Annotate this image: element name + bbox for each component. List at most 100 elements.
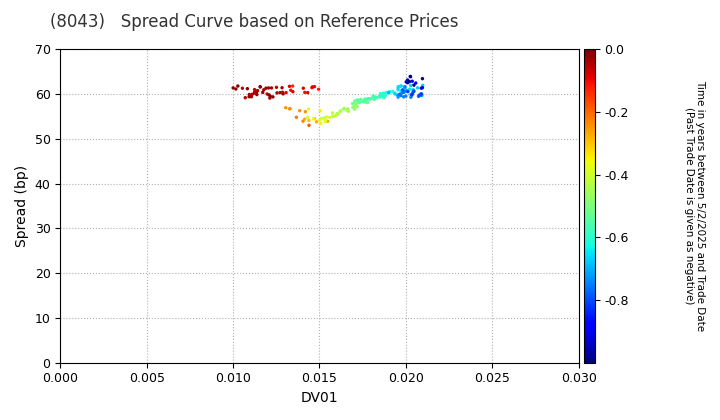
Point <box>284 83 295 90</box>
Point <box>407 78 418 84</box>
Point <box>389 90 400 97</box>
Point <box>378 93 390 100</box>
Point <box>307 84 318 90</box>
Point <box>348 103 360 110</box>
Point <box>249 88 261 95</box>
Point <box>392 92 403 98</box>
Point <box>404 86 415 92</box>
Point <box>372 94 383 101</box>
Point <box>313 86 325 92</box>
Point <box>315 120 326 127</box>
Point <box>399 83 410 90</box>
Point <box>378 94 390 101</box>
Point <box>412 84 423 91</box>
Point <box>399 88 410 95</box>
Point <box>324 114 336 121</box>
Point <box>263 84 274 91</box>
Point <box>392 83 404 90</box>
Point <box>243 91 255 98</box>
Point <box>320 117 331 124</box>
Point <box>390 91 401 97</box>
Point <box>408 82 420 89</box>
Point <box>415 91 426 97</box>
Point <box>378 90 390 97</box>
Point <box>246 93 257 100</box>
Point <box>392 84 404 91</box>
Point <box>338 105 349 112</box>
Point <box>408 89 419 95</box>
Point <box>287 88 299 95</box>
Point <box>251 89 262 95</box>
Point <box>395 82 407 89</box>
Point <box>370 94 382 100</box>
Point <box>264 93 276 100</box>
Point <box>415 91 427 97</box>
Point <box>413 93 424 100</box>
Point <box>299 89 310 96</box>
Point <box>404 78 415 85</box>
Point <box>311 118 323 125</box>
Point <box>379 94 390 101</box>
Point <box>322 118 333 125</box>
Point <box>264 95 276 102</box>
Point <box>374 93 385 100</box>
Point <box>237 85 248 92</box>
Point <box>276 84 288 91</box>
Point <box>415 92 426 99</box>
Point <box>398 94 410 100</box>
Point <box>355 98 366 105</box>
Point <box>254 84 266 90</box>
Point <box>303 122 315 129</box>
Point <box>252 87 264 94</box>
Point <box>381 89 392 96</box>
Point <box>350 100 361 107</box>
Point <box>392 92 404 99</box>
Point <box>347 100 359 107</box>
Point <box>398 89 410 95</box>
Point <box>405 94 417 100</box>
Point <box>287 83 298 89</box>
Point <box>335 108 346 114</box>
Point <box>254 83 266 90</box>
Point <box>352 99 364 105</box>
Point <box>406 91 418 97</box>
Point <box>410 80 421 87</box>
Point <box>359 99 370 105</box>
Point <box>280 89 292 96</box>
Point <box>271 89 283 96</box>
Point <box>249 86 261 93</box>
Point <box>354 99 365 106</box>
Point <box>397 89 409 96</box>
Point <box>369 96 380 102</box>
Point <box>327 110 338 116</box>
Point <box>374 94 386 100</box>
Point <box>291 114 302 121</box>
Point <box>379 91 391 97</box>
Point <box>358 98 369 105</box>
Point <box>347 104 359 110</box>
Point <box>332 111 343 118</box>
Point <box>364 96 375 102</box>
Point <box>246 91 258 97</box>
Point <box>306 84 318 91</box>
Point <box>302 89 313 96</box>
Point <box>285 87 297 94</box>
Point <box>315 107 326 114</box>
Point <box>320 118 331 125</box>
Point <box>401 87 413 94</box>
Point <box>307 116 319 122</box>
Point <box>300 108 311 115</box>
Point <box>328 113 340 120</box>
Point <box>416 92 428 99</box>
Point <box>339 105 351 112</box>
Point <box>387 88 398 95</box>
Point <box>349 106 361 113</box>
Point <box>356 98 367 105</box>
Point <box>392 87 404 93</box>
Point <box>400 93 412 100</box>
Point <box>274 89 286 96</box>
Point <box>315 115 327 122</box>
Point <box>284 105 295 112</box>
Point <box>258 87 269 93</box>
Point <box>327 113 338 120</box>
